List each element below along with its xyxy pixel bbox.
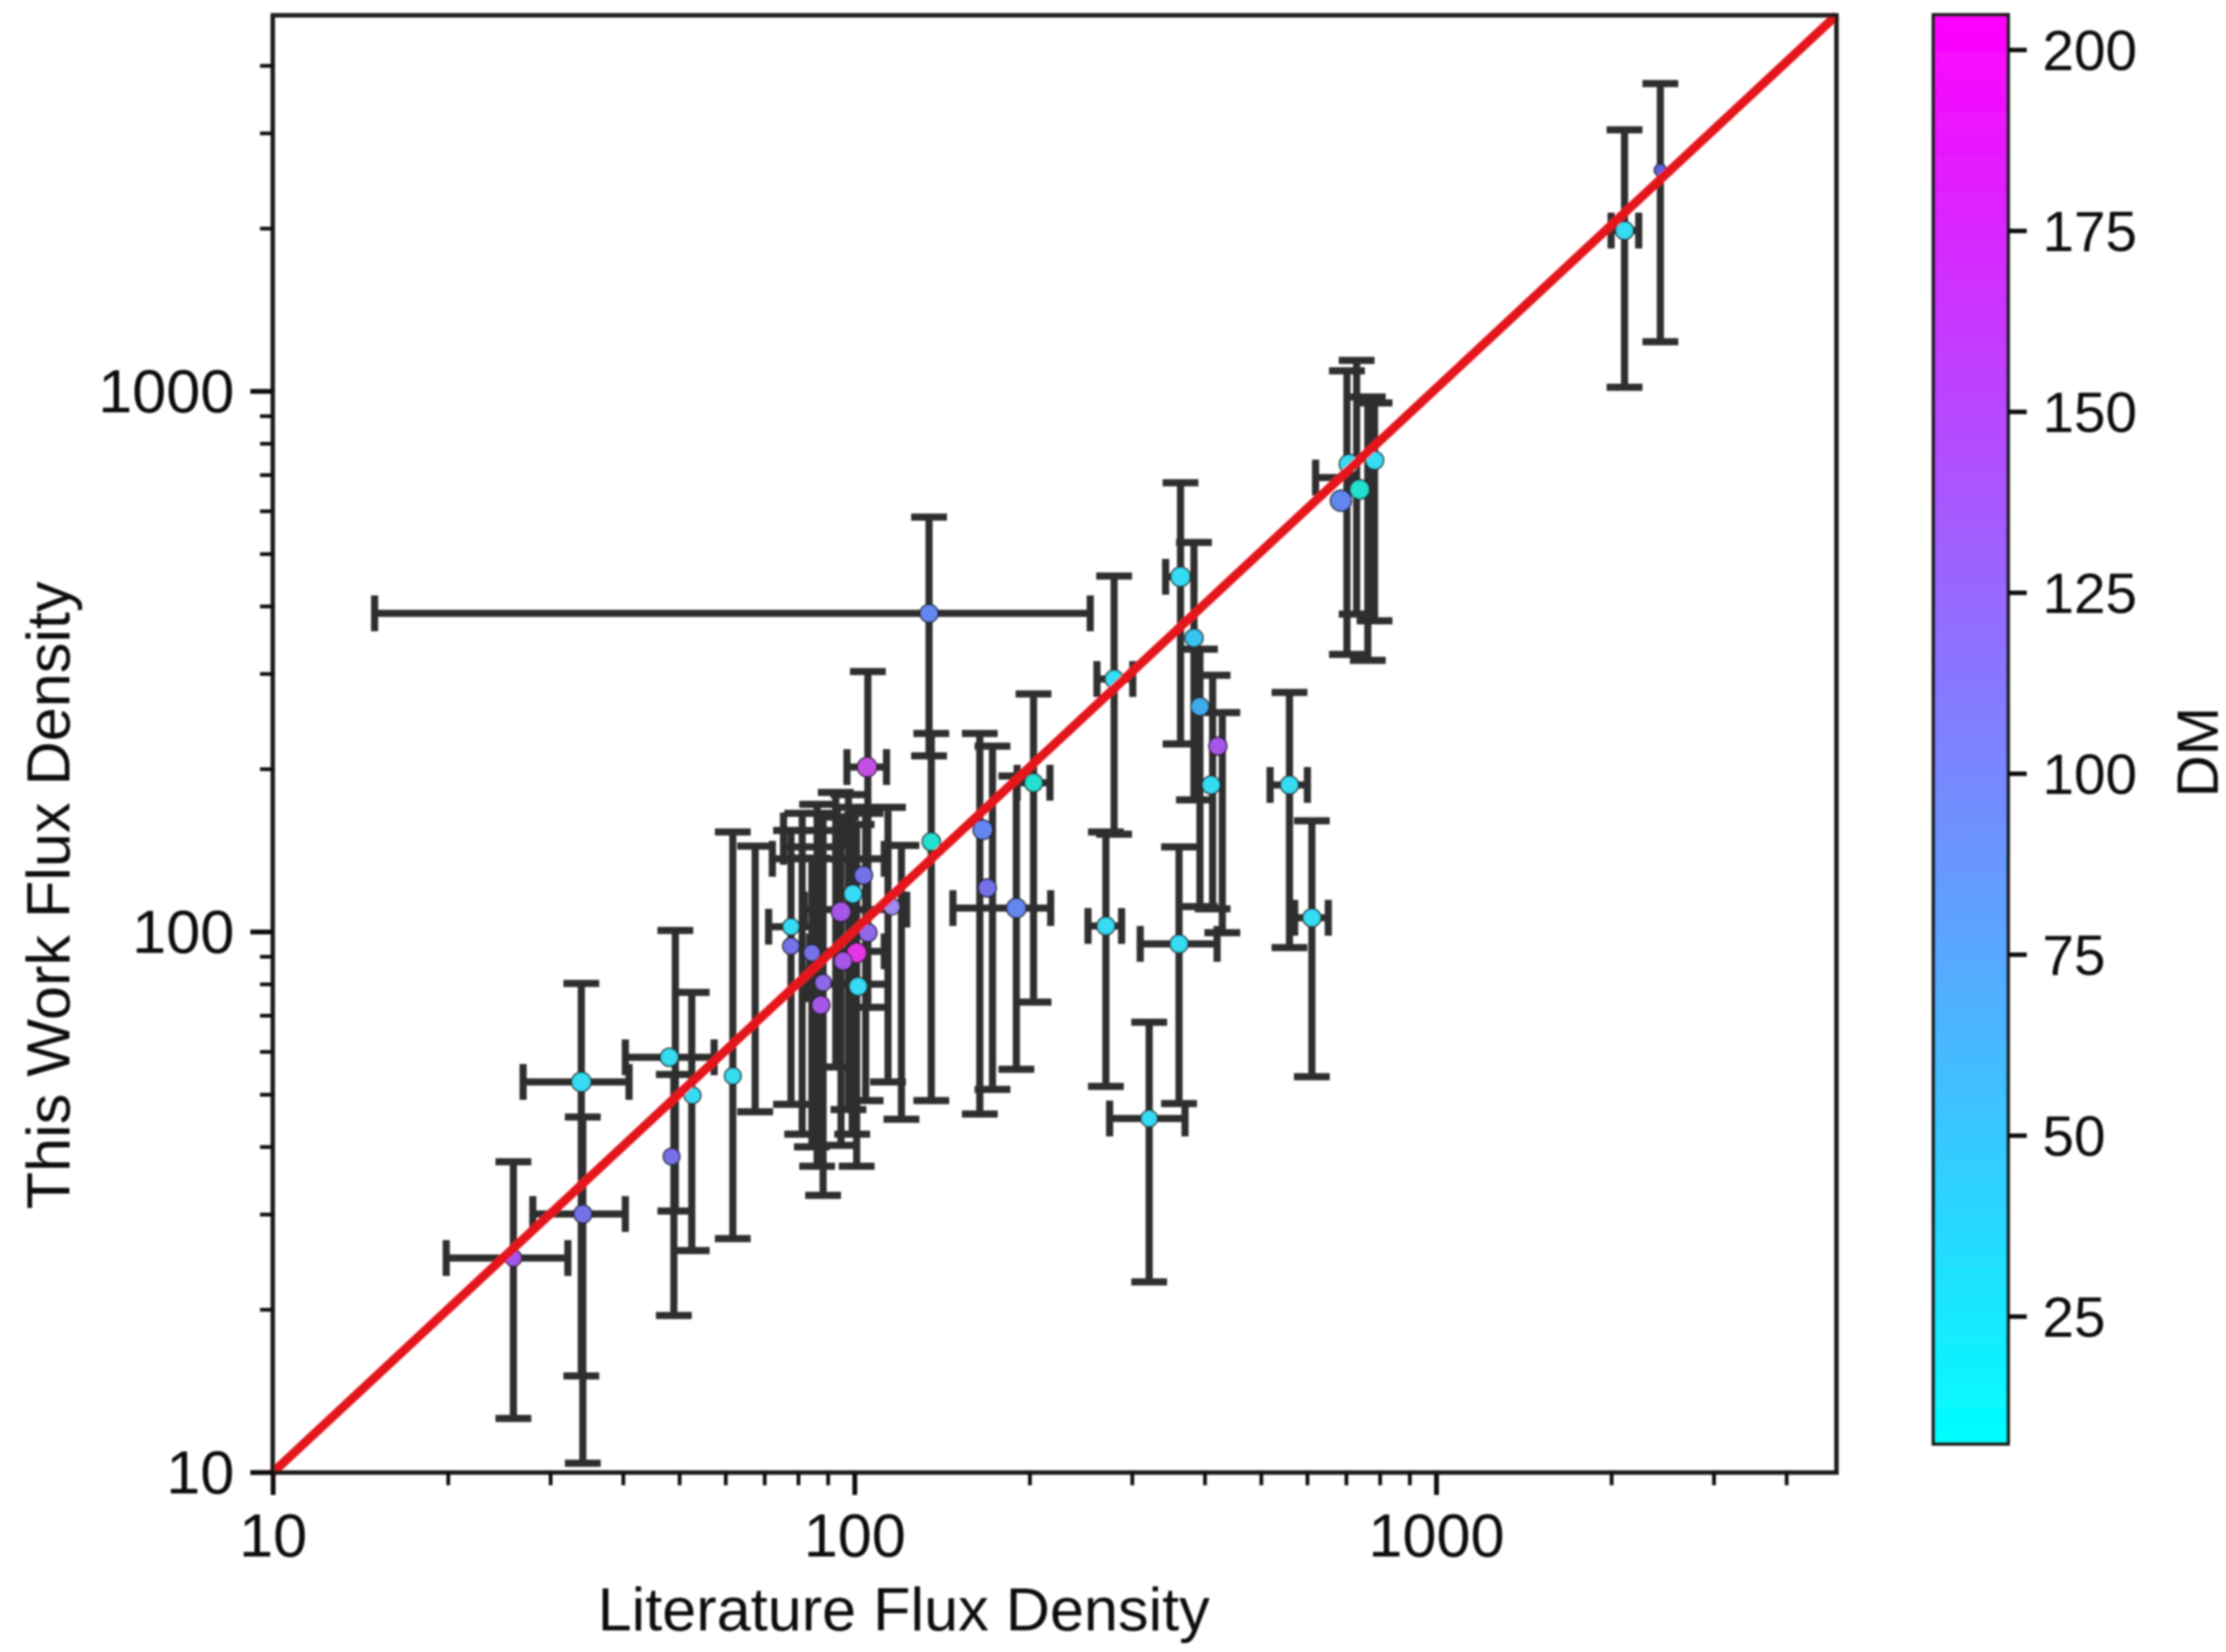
svg-text:1000: 1000 <box>99 358 234 426</box>
svg-text:200: 200 <box>2042 19 2137 83</box>
svg-text:175: 175 <box>2042 201 2137 264</box>
svg-text:100: 100 <box>2042 743 2137 807</box>
svg-text:150: 150 <box>2042 381 2137 445</box>
svg-text:50: 50 <box>2042 1105 2106 1168</box>
svg-text:75: 75 <box>2042 924 2106 988</box>
svg-text:This Work Flux Density: This Work Flux Density <box>15 581 83 1209</box>
svg-text:Literature Flux Density: Literature Flux Density <box>598 1576 1210 1644</box>
svg-text:1000: 1000 <box>1369 1502 1504 1570</box>
svg-text:100: 100 <box>804 1502 906 1570</box>
svg-text:125: 125 <box>2042 563 2137 626</box>
svg-text:100: 100 <box>132 898 234 966</box>
svg-text:DM: DM <box>2165 707 2226 797</box>
svg-text:10: 10 <box>239 1502 307 1570</box>
svg-text:25: 25 <box>2042 1286 2106 1350</box>
svg-text:10: 10 <box>166 1439 234 1507</box>
